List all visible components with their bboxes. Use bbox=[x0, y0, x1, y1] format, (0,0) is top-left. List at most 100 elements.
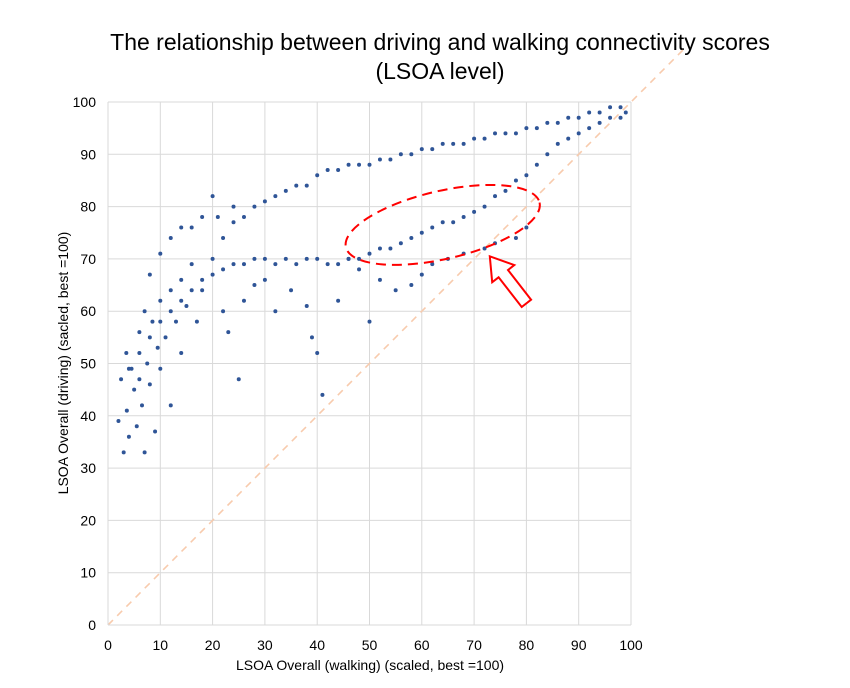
points-layer bbox=[116, 105, 628, 455]
data-point bbox=[555, 141, 560, 146]
data-point bbox=[409, 283, 414, 288]
data-point bbox=[241, 215, 246, 220]
data-point bbox=[388, 246, 393, 251]
data-point bbox=[367, 319, 372, 324]
data-point bbox=[231, 262, 236, 267]
data-point bbox=[126, 434, 131, 439]
x-tick-label: 80 bbox=[519, 637, 535, 653]
data-point bbox=[215, 215, 220, 220]
data-point bbox=[189, 288, 194, 293]
data-point bbox=[139, 403, 144, 408]
data-point bbox=[168, 288, 173, 293]
data-point bbox=[273, 262, 278, 267]
data-point bbox=[309, 335, 314, 340]
x-tick-label: 70 bbox=[466, 637, 482, 653]
annotation-layer bbox=[344, 183, 541, 309]
highlight-arrow bbox=[488, 254, 533, 309]
y-tick-label: 90 bbox=[80, 146, 96, 162]
data-point bbox=[283, 256, 288, 261]
data-point bbox=[262, 199, 267, 204]
data-point bbox=[367, 162, 372, 167]
data-point bbox=[153, 429, 158, 434]
data-point bbox=[221, 267, 226, 272]
data-point bbox=[377, 157, 382, 162]
x-tick-label: 0 bbox=[104, 637, 112, 653]
data-point bbox=[142, 450, 147, 455]
data-point bbox=[545, 120, 550, 125]
data-point bbox=[513, 131, 518, 136]
data-point bbox=[430, 225, 435, 230]
data-point bbox=[336, 167, 341, 172]
data-point bbox=[283, 188, 288, 193]
data-point bbox=[252, 256, 257, 261]
data-point bbox=[346, 256, 351, 261]
y-tick-label: 50 bbox=[80, 356, 96, 372]
data-point bbox=[221, 309, 226, 314]
data-point bbox=[252, 283, 257, 288]
data-point bbox=[566, 115, 571, 120]
data-point bbox=[409, 235, 414, 240]
data-point bbox=[513, 178, 518, 183]
data-point bbox=[200, 288, 205, 293]
y-tick-label: 40 bbox=[80, 408, 96, 424]
data-point bbox=[357, 267, 362, 272]
data-point bbox=[158, 298, 163, 303]
data-point bbox=[231, 204, 236, 209]
data-point bbox=[618, 115, 623, 120]
data-point bbox=[142, 309, 147, 314]
highlight-ellipse bbox=[344, 183, 541, 266]
y-tick-label: 20 bbox=[80, 512, 96, 528]
data-point bbox=[210, 272, 215, 277]
x-tick-label: 60 bbox=[414, 637, 430, 653]
data-point bbox=[179, 225, 184, 230]
axes-layer bbox=[107, 102, 631, 626]
data-point bbox=[304, 256, 309, 261]
data-point bbox=[472, 209, 477, 214]
data-point bbox=[576, 115, 581, 120]
data-point bbox=[419, 272, 424, 277]
data-point bbox=[262, 256, 267, 261]
data-point bbox=[158, 319, 163, 324]
y-tick-label: 70 bbox=[80, 251, 96, 267]
data-point bbox=[325, 167, 330, 172]
data-point bbox=[493, 131, 498, 136]
data-point bbox=[179, 351, 184, 356]
x-tick-label: 30 bbox=[257, 637, 273, 653]
data-point bbox=[273, 309, 278, 314]
data-point bbox=[304, 183, 309, 188]
data-point bbox=[545, 152, 550, 157]
data-point bbox=[189, 262, 194, 267]
data-point bbox=[597, 120, 602, 125]
data-point bbox=[566, 136, 571, 141]
data-point bbox=[524, 225, 529, 230]
data-point bbox=[200, 215, 205, 220]
data-point bbox=[315, 351, 320, 356]
data-point bbox=[430, 147, 435, 152]
data-point bbox=[482, 246, 487, 251]
data-point bbox=[179, 298, 184, 303]
data-point bbox=[137, 351, 142, 356]
data-point bbox=[273, 194, 278, 199]
data-point bbox=[430, 262, 435, 267]
data-point bbox=[147, 382, 152, 387]
data-point bbox=[124, 408, 129, 413]
data-point bbox=[134, 424, 139, 429]
data-point bbox=[289, 288, 294, 293]
data-point bbox=[608, 105, 613, 110]
data-point bbox=[388, 157, 393, 162]
x-tick-label: 100 bbox=[619, 637, 643, 653]
x-axis-label: LSOA Overall (walking) (scaled, best =10… bbox=[236, 657, 504, 673]
data-point bbox=[121, 450, 126, 455]
data-point bbox=[168, 235, 173, 240]
data-point bbox=[325, 262, 330, 267]
x-tick-label: 90 bbox=[571, 637, 587, 653]
data-point bbox=[236, 377, 241, 382]
data-point bbox=[587, 126, 592, 131]
data-point bbox=[419, 230, 424, 235]
data-point bbox=[451, 141, 456, 146]
data-point bbox=[137, 377, 142, 382]
data-point bbox=[367, 251, 372, 256]
data-point bbox=[534, 126, 539, 131]
data-point bbox=[576, 131, 581, 136]
